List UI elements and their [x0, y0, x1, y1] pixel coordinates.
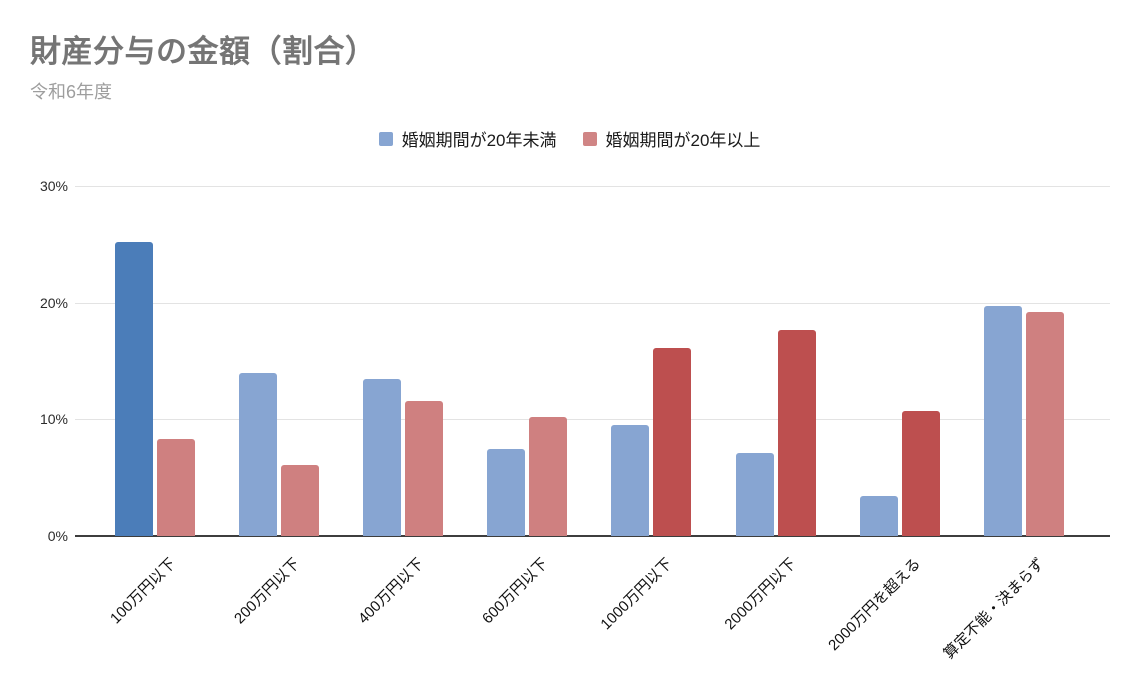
- bar-over20yrs-7: [1025, 312, 1064, 536]
- chart-subtitle: 令和6年度: [30, 82, 113, 102]
- y-tick-label: 30%: [39, 178, 68, 194]
- bar-under20yrs-5: [735, 453, 774, 536]
- x-tick-label: 100万円以下: [106, 555, 180, 628]
- legend-swatch-icon: [582, 131, 597, 146]
- legend-item-0: 婚姻期間が20年未満: [378, 126, 557, 151]
- x-axis-line: [75, 535, 1110, 537]
- bar-over20yrs-2: [405, 400, 444, 536]
- bar-over20yrs-0: [157, 439, 195, 536]
- bar-over20yrs-3: [529, 417, 568, 536]
- grid-line: [75, 302, 1110, 304]
- y-tick-label: 0%: [47, 528, 68, 544]
- bar-under20yrs-7: [983, 306, 1022, 536]
- legend-label: 婚姻期間が20年未満: [401, 131, 557, 150]
- bar-under20yrs-0: [115, 242, 153, 536]
- legend-item-1: 婚姻期間が20年以上: [582, 126, 761, 151]
- x-tick-label: 1000万円以下: [597, 555, 676, 634]
- x-tick-label: 400万円以下: [355, 555, 428, 628]
- x-tick-label: 200万円以下: [231, 555, 304, 628]
- x-tick-label: 600万円以下: [479, 555, 552, 628]
- x-tick-label: 算定不能・決まらず: [940, 555, 1048, 663]
- bar-under20yrs-6: [859, 496, 898, 536]
- legend-swatch-icon: [378, 131, 393, 146]
- x-tick-label: 2000万円以下: [721, 555, 800, 634]
- bar-under20yrs-3: [487, 448, 526, 536]
- x-tick-label: 2000万円を超える: [824, 555, 924, 655]
- y-tick-label: 10%: [39, 411, 68, 428]
- bar-over20yrs-5: [777, 329, 816, 536]
- y-tick-label: 20%: [39, 294, 68, 311]
- chart-title: 財産分与の金額（割合）: [30, 34, 377, 69]
- bar-under20yrs-4: [611, 425, 650, 536]
- bar-under20yrs-1: [239, 372, 278, 536]
- chart-legend: 婚姻期間が20年未満 婚姻期間が20年以上: [0, 126, 1139, 151]
- bar-over20yrs-1: [281, 464, 320, 536]
- bar-over20yrs-6: [901, 411, 940, 536]
- bar-over20yrs-4: [653, 348, 692, 536]
- legend-label: 婚姻期間が20年以上: [605, 131, 761, 150]
- grid-line: [75, 186, 1110, 187]
- bar-under20yrs-2: [363, 378, 402, 536]
- grid-line: [75, 419, 1110, 421]
